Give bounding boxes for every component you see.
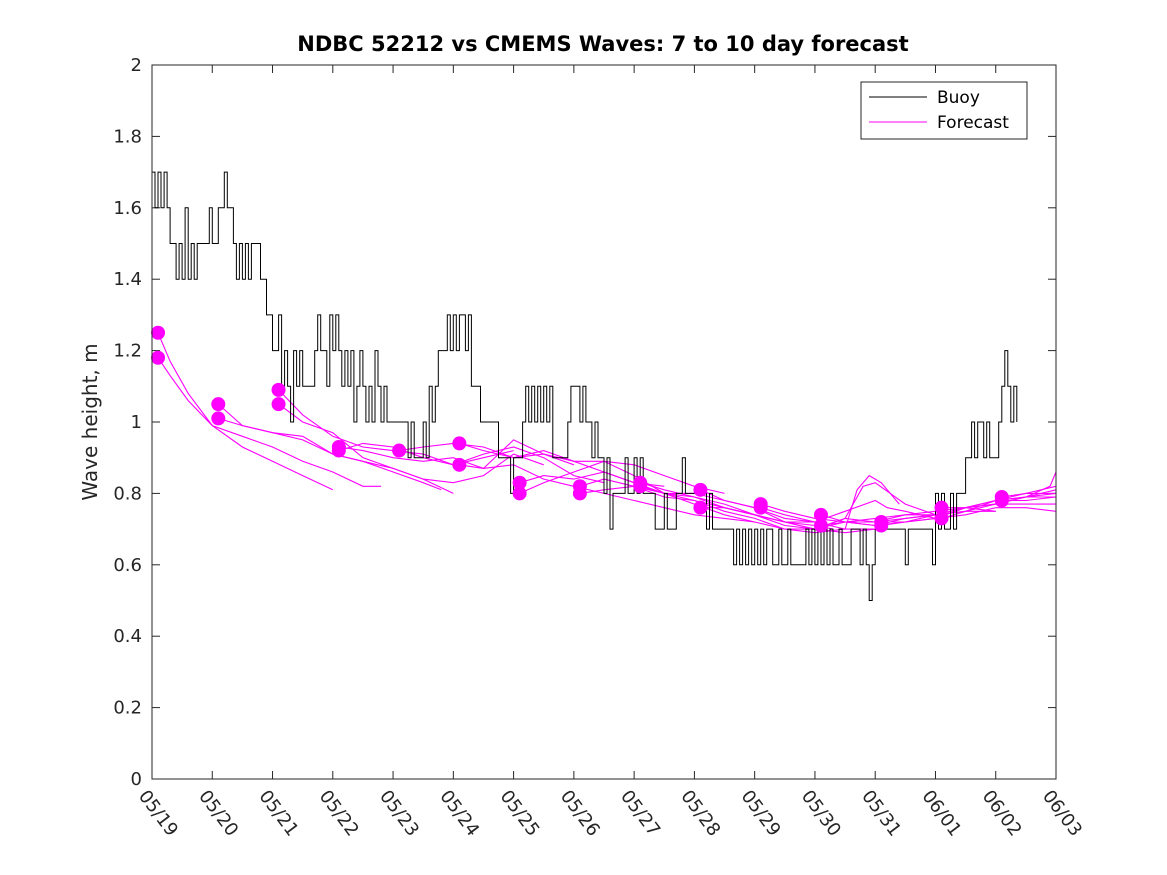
forecast-marker	[151, 350, 166, 365]
forecast-marker	[512, 486, 527, 501]
forecast-marker	[813, 518, 828, 533]
forecast-run-line	[157, 332, 334, 491]
plot-area	[152, 65, 1056, 779]
forecast-marker	[693, 482, 708, 497]
legend-buoy-label: Buoy	[937, 88, 980, 108]
y-tick-label: 0	[131, 769, 142, 790]
forecast-marker	[151, 325, 166, 340]
forecast-run-line	[760, 474, 900, 530]
buoy-series-line	[152, 171, 1018, 601]
legend: Buoy Forecast	[860, 81, 1028, 140]
forecast-marker	[331, 443, 346, 458]
plot-frame	[151, 64, 1057, 780]
legend-forecast-label: Forecast	[937, 113, 1009, 133]
y-tick-label: 1.8	[113, 126, 142, 147]
forecast-run-line	[1001, 492, 1056, 498]
forecast-run-line	[579, 478, 876, 534]
y-tick-label: 1.6	[113, 198, 142, 219]
forecast-marker	[271, 382, 286, 397]
forecast-marker	[452, 436, 467, 451]
y-tick-label: 1	[131, 412, 142, 433]
chart-title: NDBC 52212 vs CMEMS Waves: 7 to 10 day f…	[297, 32, 908, 56]
forecast-marker	[874, 518, 889, 533]
forecast-run-line	[1001, 496, 1057, 502]
y-tick-label: 0.2	[113, 698, 142, 719]
forecast-marker	[753, 500, 768, 515]
y-tick-label: 0.4	[113, 626, 142, 647]
forecast-marker	[392, 443, 407, 458]
forecast-marker	[934, 511, 949, 526]
forecast-run-line	[338, 439, 575, 470]
forecast-marker	[271, 397, 286, 412]
forecast-marker	[994, 493, 1009, 508]
y-tick-label: 2	[131, 55, 142, 76]
y-tick-label: 0.6	[113, 555, 142, 576]
forecast-run-line	[278, 403, 544, 484]
series-layer	[151, 171, 1057, 601]
y-axis: 0 0.2 0.4 0.6 0.8 1 1.2 1.4 1.6 1.8 2	[113, 55, 1056, 790]
forecast-run-line	[338, 442, 605, 484]
legend-box	[860, 81, 1028, 140]
forecast-marker	[452, 457, 467, 472]
forecast-marker	[633, 479, 648, 494]
forecast-marker	[211, 411, 226, 426]
y-axis-label: Wave height, m	[78, 343, 102, 500]
y-tick-label: 1.4	[113, 269, 142, 290]
forecast-marker	[693, 500, 708, 515]
forecast-marker	[572, 486, 587, 501]
forecast-run-line	[157, 357, 381, 487]
y-tick-label: 1.2	[113, 341, 142, 362]
forecast-marker	[211, 397, 226, 412]
y-tick-label: 0.8	[113, 483, 142, 504]
